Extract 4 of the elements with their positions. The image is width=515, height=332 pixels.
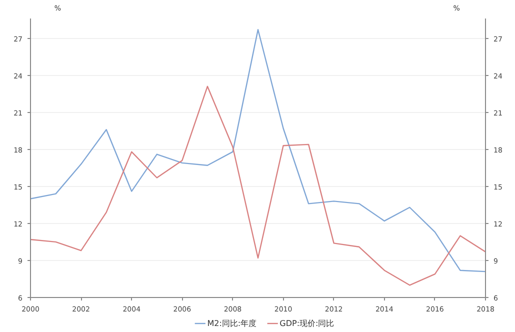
line-series — [30, 29, 486, 272]
legend-label: M2:同比:年度 — [207, 319, 257, 328]
line-series — [30, 86, 486, 286]
legend-label: GDP:现价:同比 — [280, 319, 334, 328]
